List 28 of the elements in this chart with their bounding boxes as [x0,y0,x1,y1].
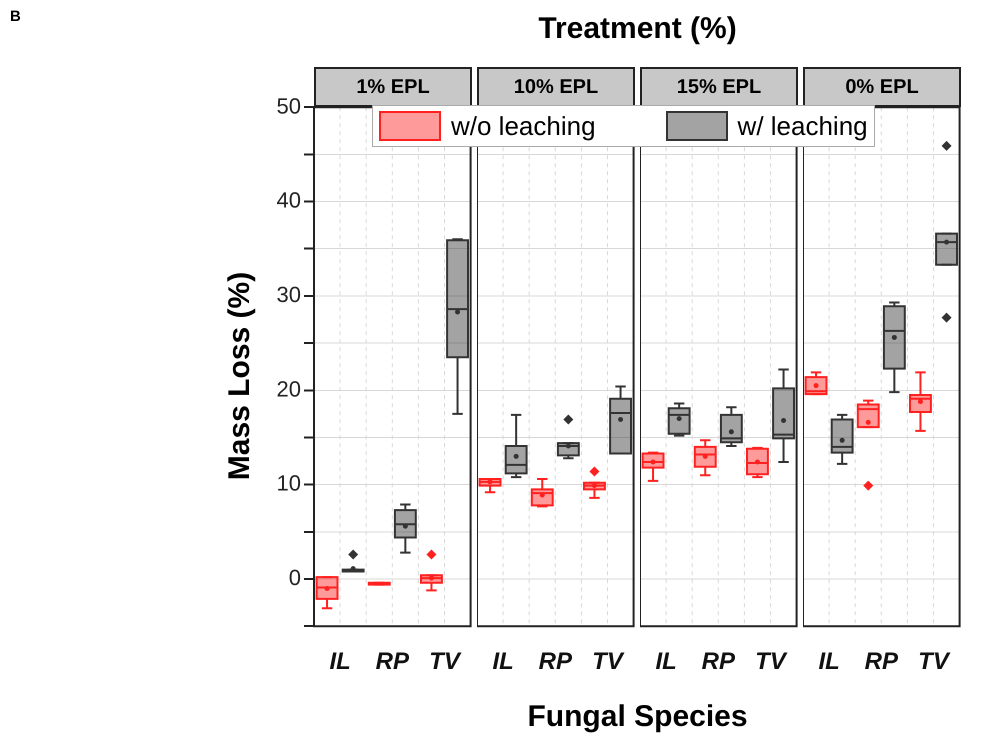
y-axis-title: Mass Loss (%) [223,272,257,480]
x-tick-label: IL [492,648,514,676]
x-tick-label: IL [655,648,677,676]
chart-title: 1% EPL [314,67,472,108]
y-tick-label: 30 [276,282,301,307]
chart-title: 0% EPL [803,67,961,108]
text: Treatment (%) [537,12,738,46]
y-tick-label: 40 [276,188,301,213]
x-tick-label: TV [918,648,951,676]
x-tick-label: IL [818,648,840,676]
x-tick-label: RP [702,648,736,676]
chart-title: 10% EPL [477,67,635,108]
legend-label: w/ leaching [738,110,868,142]
x-tick-label: RP [376,648,410,676]
x-tick-label: RP [538,648,573,676]
x-tick-label: TV [755,648,788,676]
x-tick-label: IL [329,648,351,676]
y-tick-label: 0 [288,565,301,590]
x-axis-title: Fungal Species [526,700,749,734]
x-tick-label: TV [592,648,625,676]
legend-label: w/o leaching [451,110,596,142]
y-tick-label: 50 [276,93,301,118]
y-tick-label: 10 [276,470,301,496]
x-tick-label: TV [429,648,462,676]
text: B [10,8,21,25]
chart-title: 15% EPL [640,67,798,108]
y-tick-label: 20 [276,376,301,402]
x-tick-label: RP [864,648,899,676]
